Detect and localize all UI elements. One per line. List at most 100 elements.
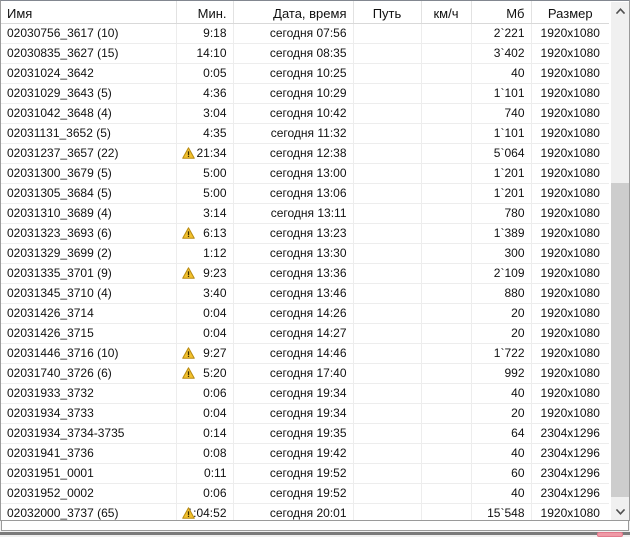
scrollbar-thumb[interactable] [611,183,629,497]
cell-speed[interactable] [421,223,472,244]
cell-size[interactable]: 2304x1296 [531,463,609,484]
table-row[interactable]: 02031042_3648 (4) 3:04 сегодня 10:42 740 192… [1,103,609,124]
table-row[interactable]: 02031024_3642 0:05 сегодня 10:25 40 1920x108… [1,63,609,84]
cell-name[interactable]: 02032000_3737 (65) [1,503,177,520]
cell-size[interactable]: 1920x1080 [531,43,609,64]
cell-name[interactable]: 02031941_3736 [1,443,177,464]
cell-date[interactable]: сегодня 14:26 [233,303,354,324]
cell-mb[interactable]: 1`722 [471,343,532,364]
cell-mb[interactable]: 1`201 [471,183,532,204]
table-row[interactable]: 02031335_3701 (9) 9:23 сегодня 13:36 2`109 1… [1,263,609,284]
cell-date[interactable]: сегодня 13:06 [233,183,354,204]
cell-min[interactable]: 0:11 [176,463,234,484]
cell-mb[interactable]: 40 [471,383,532,404]
cell-speed[interactable] [421,143,472,164]
cell-name[interactable]: 02031323_3693 (6) [1,223,177,244]
cell-min[interactable]: 9:18 [176,23,234,44]
cell-min[interactable]: 0:08 [176,443,234,464]
cell-date[interactable]: сегодня 11:32 [233,123,354,144]
table-row[interactable]: 02030756_3617 (10) 9:18 сегодня 07:56 2`221… [1,23,609,44]
cell-path[interactable] [353,223,422,244]
cell-path[interactable] [353,183,422,204]
cell-date[interactable]: сегодня 19:42 [233,443,354,464]
cell-name[interactable]: 02031951_0001 [1,463,177,484]
cell-mb[interactable]: 780 [471,203,532,224]
cell-size[interactable]: 1920x1080 [531,303,609,324]
table-row[interactable]: 02031934_3734-3735 0:14 сегодня 19:35 64 230… [1,423,609,444]
table-row[interactable]: 02031941_3736 0:08 сегодня 19:42 40 2304x129… [1,443,609,464]
cell-name[interactable]: 02031426_3715 [1,323,177,344]
cell-min[interactable]: 4:35 [176,123,234,144]
cell-speed[interactable] [421,43,472,64]
cell-speed[interactable] [421,263,472,284]
table-row[interactable]: 02031310_3689 (4) 3:14 сегодня 13:11 780 192… [1,203,609,224]
cell-speed[interactable] [421,23,472,44]
column-header-date[interactable]: Дата, время [233,1,354,24]
cell-path[interactable] [353,443,422,464]
cell-size[interactable]: 1920x1080 [531,323,609,344]
column-header-speed[interactable]: км/ч [421,1,472,24]
cell-path[interactable] [353,343,422,364]
column-header-min[interactable]: Мин. [176,1,234,24]
cell-path[interactable] [353,243,422,264]
cell-speed[interactable] [421,423,472,444]
cell-min[interactable]: 0:06 [176,383,234,404]
cell-date[interactable]: сегодня 14:46 [233,343,354,364]
cell-min[interactable]: 1:04:52 [176,503,234,520]
cell-path[interactable] [353,323,422,344]
cell-date[interactable]: сегодня 19:34 [233,383,354,404]
cell-speed[interactable] [421,243,472,264]
cell-speed[interactable] [421,323,472,344]
cell-path[interactable] [353,23,422,44]
cell-mb[interactable]: 3`402 [471,43,532,64]
cell-name[interactable]: 02031345_3710 (4) [1,283,177,304]
cell-min[interactable]: 4:36 [176,83,234,104]
cell-size[interactable]: 1920x1080 [531,283,609,304]
cell-size[interactable]: 1920x1080 [531,263,609,284]
cell-path[interactable] [353,463,422,484]
table-row[interactable]: 02032000_3737 (65) 1:04:52 сегодня 20:01 15… [1,503,609,520]
cell-name[interactable]: 02031329_3699 (2) [1,243,177,264]
cell-mb[interactable]: 1`101 [471,123,532,144]
cell-speed[interactable] [421,403,472,424]
cell-path[interactable] [353,203,422,224]
cell-date[interactable]: сегодня 12:38 [233,143,354,164]
cell-mb[interactable]: 1`389 [471,223,532,244]
cell-date[interactable]: сегодня 13:11 [233,203,354,224]
cell-min[interactable]: 5:20 [176,363,234,384]
cell-size[interactable]: 1920x1080 [531,23,609,44]
cell-size[interactable]: 1920x1080 [531,383,609,404]
cell-date[interactable]: сегодня 13:46 [233,283,354,304]
cell-name[interactable]: 02031300_3679 (5) [1,163,177,184]
cell-mb[interactable]: 300 [471,243,532,264]
cell-date[interactable]: сегодня 19:52 [233,463,354,484]
cell-speed[interactable] [421,363,472,384]
cell-min[interactable]: 0:06 [176,483,234,504]
cell-speed[interactable] [421,183,472,204]
cell-path[interactable] [353,483,422,504]
table-row[interactable]: 02031237_3657 (22) 21:34 сегодня 12:38 5`06… [1,143,609,164]
table-row[interactable]: 02031029_3643 (5) 4:36 сегодня 10:29 1`101 1… [1,83,609,104]
cell-date[interactable]: сегодня 19:34 [233,403,354,424]
cell-date[interactable]: сегодня 13:23 [233,223,354,244]
cell-size[interactable]: 2304x1296 [531,483,609,504]
cell-size[interactable]: 1920x1080 [531,163,609,184]
cell-date[interactable]: сегодня 13:30 [233,243,354,264]
cell-size[interactable]: 2304x1296 [531,443,609,464]
cell-speed[interactable] [421,83,472,104]
cell-size[interactable]: 1920x1080 [531,223,609,244]
cell-name[interactable]: 02031305_3684 (5) [1,183,177,204]
cell-path[interactable] [353,283,422,304]
cell-size[interactable]: 1920x1080 [531,63,609,84]
cell-name[interactable]: 02031426_3714 [1,303,177,324]
cell-size[interactable]: 2304x1296 [531,423,609,444]
cell-mb[interactable]: 40 [471,63,532,84]
table-row[interactable]: 02031323_3693 (6) 6:13 сегодня 13:23 1`389 1… [1,223,609,244]
cell-date[interactable]: сегодня 13:36 [233,263,354,284]
cell-mb[interactable]: 5`064 [471,143,532,164]
table-row[interactable]: 02031426_3714 0:04 сегодня 14:26 20 1920x108… [1,303,609,324]
scroll-up-button[interactable] [611,2,629,20]
cell-mb[interactable]: 880 [471,283,532,304]
cell-min[interactable]: 1:12 [176,243,234,264]
cell-date[interactable]: сегодня 13:00 [233,163,354,184]
